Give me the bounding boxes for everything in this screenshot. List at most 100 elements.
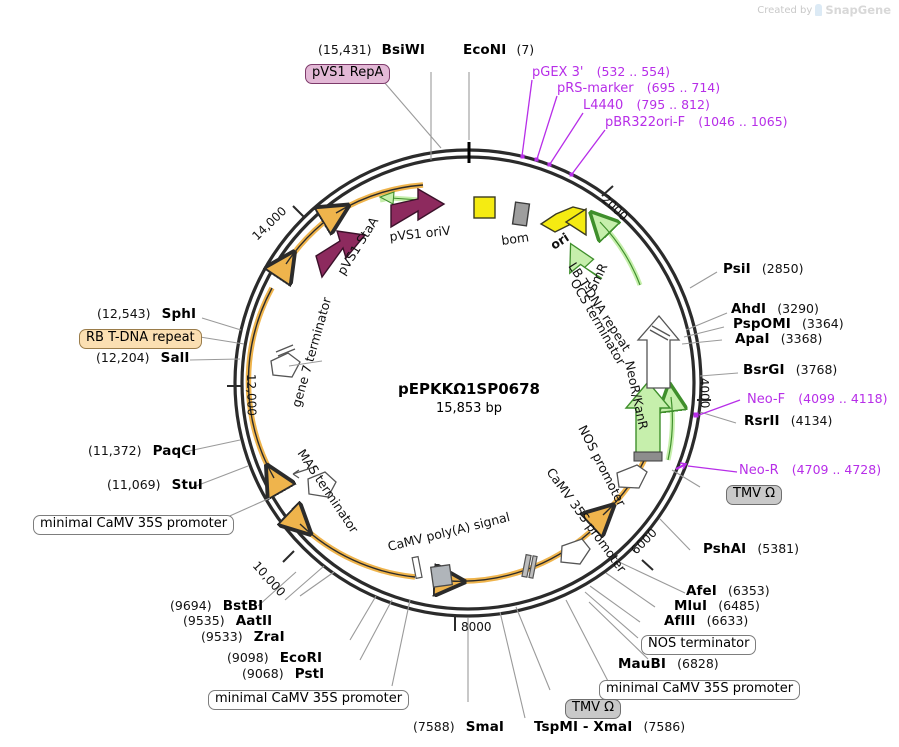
primer-name-neo-f: Neo-F [747, 392, 786, 407]
enzyme-name-rsrii: RsrII [744, 413, 780, 429]
enzyme-pos-pshai: (5381) [757, 541, 799, 556]
enzyme-label-psii[interactable]: PsiI (2850) [723, 261, 803, 277]
enzyme-label-pshai[interactable]: PshAI (5381) [703, 541, 799, 557]
enzyme-label-tspmi-xmai[interactable]: TspMI - XmaI (7586) [534, 719, 686, 735]
enzyme-name-bstbi: BstBI [222, 598, 264, 614]
enzyme-name-pspomi: PspOMI [733, 316, 791, 332]
enzyme-pos-smai: (7588) [413, 719, 455, 734]
enzyme-name-mlui: MluI [674, 598, 708, 614]
camv-polya-box [429, 563, 454, 588]
badge-minimal-camv35s-left[interactable]: minimal CaMV 35S promoter [33, 515, 235, 535]
primer-range-pbr322ori-f: (1046 .. 1065) [698, 114, 788, 129]
watermark-prefix: Created by [757, 4, 813, 16]
nos-promoter-shape [616, 464, 648, 489]
primer-label-l4440[interactable]: L4440 (795 .. 812) [583, 97, 710, 112]
enzyme-pos-aflii: (6633) [706, 613, 749, 628]
enzyme-label-apai[interactable]: ApaI (3368) [735, 331, 823, 347]
enzyme-label-econi[interactable]: EcoNI (7) [463, 43, 534, 58]
enzyme-label-paqci[interactable]: (11,372) PaqCI [88, 443, 196, 459]
enzyme-label-pspomi[interactable]: PspOMI (3364) [733, 316, 844, 332]
enzyme-label-bsrgi[interactable]: BsrGI (3768) [743, 362, 838, 378]
enzyme-label-stui[interactable]: (11,069) StuI [107, 477, 203, 493]
watermark-brand: SnapGene [825, 3, 891, 17]
enzyme-name-pshai: PshAI [703, 541, 747, 557]
enzyme-pos-maubi: (6828) [677, 656, 719, 671]
ruler-tick-6000: 6000 [628, 526, 659, 557]
badge-tmv-omega-bottom[interactable]: TMV Ω [565, 699, 622, 719]
plasmid-title-block: pEPKKΩ1SP0678 15,853 bp [319, 380, 619, 416]
badge-minimal-camv35s-right[interactable]: minimal CaMV 35S promoter [599, 680, 801, 700]
primer-name-neo-r: Neo-R [739, 463, 779, 478]
enzyme-label-sali[interactable]: (12,204) SalI [96, 350, 190, 366]
enzyme-label-sphi[interactable]: (12,543) SphI [97, 306, 196, 322]
ruler-tick-12000: 12,000 [244, 374, 259, 416]
feature-label-bom: bom [500, 229, 530, 248]
enzyme-pos-rsrii: (4134) [790, 413, 833, 428]
enzyme-label-afei[interactable]: AfeI (6353) [686, 583, 770, 599]
enzyme-label-bstbi[interactable]: (9694) BstBI [170, 598, 264, 614]
enzyme-pos-sali: (12,204) [96, 350, 150, 365]
primer-name-pgex3: pGEX 3' [532, 65, 584, 80]
enzyme-pos-paqci: (11,372) [88, 443, 142, 458]
primer-label-prs-marker[interactable]: pRS-marker (695 .. 714) [557, 80, 721, 96]
enzyme-pos-tspmi-xmai: (7586) [643, 719, 686, 734]
enzyme-name-ahdi: AhdI [731, 301, 767, 317]
enzyme-label-zrai[interactable]: (9533) ZraI [201, 630, 285, 645]
primer-label-neo-f[interactable]: Neo-F (4099 .. 4118) [747, 391, 888, 407]
primer-range-l4440: (795 .. 812) [636, 97, 710, 112]
enzyme-pos-psti: (9068) [242, 666, 284, 681]
bom-feature-box [511, 201, 531, 227]
enzyme-label-aatii[interactable]: (9535) AatII [183, 614, 272, 629]
enzyme-label-maubi[interactable]: MauBI (6828) [618, 656, 719, 672]
enzyme-pos-stui: (11,069) [107, 477, 161, 492]
enzyme-pos-apai: (3368) [780, 331, 823, 346]
primer-name-pbr322ori-f: pBR322ori-F [605, 115, 686, 130]
enzyme-label-ahdi[interactable]: AhdI (3290) [731, 301, 819, 317]
enzyme-pos-bsiwi: (15,431) [318, 42, 372, 57]
primer-name-prs-marker: pRS-marker [557, 81, 634, 96]
ori-arrow [539, 206, 587, 237]
leader-lines [183, 72, 739, 719]
enzyme-label-psti[interactable]: (9068) PstI [242, 666, 324, 682]
badge-pvs1-repa[interactable]: pVS1 RepA [305, 64, 391, 84]
badge-tmv-omega-right[interactable]: TMV Ω [726, 485, 783, 505]
enzyme-pos-bsrgi: (3768) [795, 362, 838, 377]
gene7-terminator-shape [270, 344, 301, 378]
primer-label-pbr322ori-f[interactable]: pBR322ori-F (1046 .. 1065) [605, 114, 788, 130]
enzyme-label-aflii[interactable]: AflII (6633) [664, 613, 749, 629]
enzyme-pos-ahdi: (3290) [777, 301, 819, 316]
snapgene-logo-icon [815, 4, 823, 16]
feature-label-pvs1-staa: pVS1 StaA [334, 214, 382, 278]
tmv-omega-striped-shape-2 [411, 555, 423, 580]
ruler-tick-2000: 2000 [599, 192, 631, 223]
enzyme-name-aflii: AflII [664, 613, 696, 629]
feature-label-neor-kanr: NeoR/KanR [622, 360, 651, 432]
plasmid-size: 15,853 bp [435, 401, 503, 416]
feature-label-nos-promoter: NOS promoter [575, 423, 629, 510]
enzyme-label-ecori[interactable]: (9098) EcoRI [227, 651, 322, 666]
ruler-tick-14000: 14,000 [249, 204, 289, 243]
enzyme-name-smai: SmaI [465, 719, 505, 735]
ocs-terminator-shape [636, 314, 681, 389]
enzyme-label-bsiwi[interactable]: (15,431) BsiWI [318, 42, 425, 58]
enzyme-name-sali: SalI [160, 350, 190, 366]
enzyme-label-smai[interactable]: (7588) SmaI [413, 719, 505, 735]
primer-label-neo-r[interactable]: Neo-R (4709 .. 4728) [739, 463, 881, 478]
badge-minimal-camv35s-bottom[interactable]: minimal CaMV 35S promoter [208, 690, 410, 710]
badge-nos-terminator[interactable]: NOS terminator [641, 635, 757, 655]
enzyme-pos-sphi: (12,543) [97, 306, 151, 321]
badge-rb-tdna-repeat[interactable]: RB T-DNA repeat [79, 329, 202, 349]
enzyme-name-afei: AfeI [686, 583, 717, 599]
feature-label-camv-polya: CaMV poly(A) signal [386, 509, 511, 554]
neor-kanr-arrow [624, 380, 672, 462]
primer-range-prs-marker: (695 .. 714) [646, 80, 721, 95]
primer-label-pgex3[interactable]: pGEX 3' (532 .. 554) [532, 65, 670, 80]
primer-range-neo-f: (4099 .. 4118) [798, 391, 888, 406]
enzyme-name-tspmi-xmai: TspMI - XmaI [534, 719, 633, 735]
pvs1-oriv-arrow [390, 187, 446, 229]
enzyme-label-mlui[interactable]: MluI (6485) [674, 598, 760, 614]
enzyme-label-rsrii[interactable]: RsrII (4134) [744, 413, 833, 429]
enzyme-name-psii: PsiI [723, 261, 751, 277]
